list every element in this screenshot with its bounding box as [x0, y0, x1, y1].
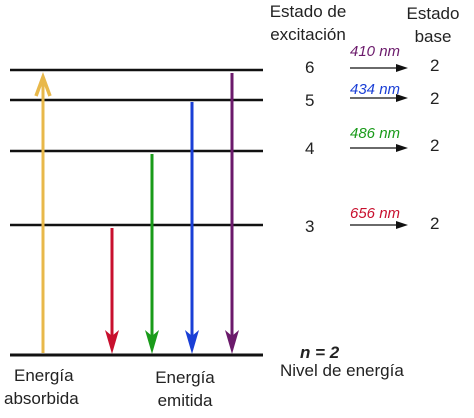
energy-level-label: Nivel de energía	[280, 361, 404, 380]
from-level-4: 4	[305, 139, 315, 158]
absorbed-energy-label: Energía absorbida	[4, 366, 79, 409]
emitted-energy-label: Energía emitida	[140, 368, 230, 411]
excited-header-line1: Estado de	[269, 2, 347, 21]
to-level-6: 2	[430, 56, 440, 75]
absorbed-line2: absorbida	[4, 389, 79, 408]
transition-arrow-5-2	[350, 94, 408, 102]
emitted-line1: Energía	[155, 368, 215, 387]
transition-arrow-3-2	[350, 221, 408, 229]
to-level-4: 2	[430, 136, 440, 155]
excited-state-header: Estado de excitación	[258, 2, 358, 45]
base-header-line1: Estado	[406, 4, 460, 23]
transition-arrow-4-2	[350, 144, 408, 152]
emission-arrow-434	[185, 102, 199, 354]
wavelength-656: 656 nm	[350, 205, 401, 222]
absorbed-line1: Energía	[14, 366, 74, 385]
base-state-header: Estado base	[398, 4, 468, 47]
to-level-5: 2	[430, 89, 440, 108]
from-level-6: 6	[305, 58, 315, 77]
emission-arrow-410	[225, 73, 239, 354]
n-equals-2-label: n = 2	[300, 343, 340, 362]
base-header-line2: base	[414, 27, 452, 46]
emission-arrow-486	[145, 154, 159, 354]
wavelength-434: 434 nm	[350, 81, 401, 98]
emitted-line2: emitida	[157, 391, 213, 410]
wavelength-410: 410 nm	[350, 43, 401, 60]
wavelength-486: 486 nm	[350, 125, 401, 142]
emission-arrow-656	[105, 228, 119, 354]
to-level-3: 2	[430, 214, 440, 233]
transition-arrow-6-2	[350, 64, 408, 72]
from-level-5: 5	[305, 91, 315, 110]
from-level-3: 3	[305, 217, 315, 236]
absorbed-arrow-head	[34, 71, 52, 97]
excited-header-line2: excitación	[270, 25, 346, 44]
